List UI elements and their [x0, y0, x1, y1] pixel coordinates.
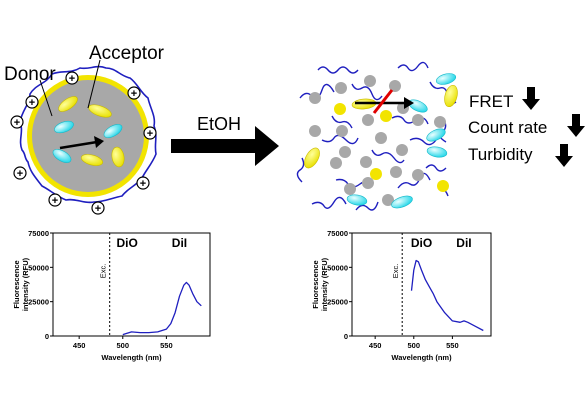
donor-dye [391, 195, 413, 209]
plot-frame [52, 232, 211, 337]
donor-pointer [39, 79, 53, 117]
plot-frame [351, 232, 492, 337]
excitation-label: Exc. [99, 264, 108, 279]
y-tick-label: 75000 [28, 229, 49, 238]
donor-dye [346, 194, 368, 206]
donor-dye [52, 149, 72, 163]
process-arrow [171, 126, 279, 166]
svg-text:+: + [147, 128, 153, 140]
decrease-arrow-icon [555, 144, 573, 167]
y-axis-label: intensity (RFU) [21, 257, 30, 311]
band-label: DiI [172, 236, 187, 250]
x-tick-label: 550 [446, 341, 459, 350]
svg-text:+: + [131, 88, 137, 100]
fret-arrowhead [404, 97, 414, 109]
surface-charges: + + + + + + + + + [10, 71, 157, 215]
positive-charge-icon: + [48, 193, 62, 207]
y-axis-label: intensity (RFU) [320, 257, 329, 311]
fret-arrow [59, 140, 98, 150]
positive-charge-icon: + [10, 115, 24, 129]
svg-text:+: + [14, 117, 20, 129]
donor-dye [426, 128, 446, 142]
y-tick-label: 0 [45, 332, 49, 341]
y-tick-label: 75000 [327, 229, 348, 238]
donor-dye [426, 146, 448, 158]
acceptor-dye [111, 146, 125, 168]
ethanol-label: EtOH [197, 114, 241, 134]
result-list: FRET Count rate Turbidity [468, 87, 585, 167]
x-tick-label: 450 [369, 341, 382, 350]
svg-text:+: + [52, 195, 58, 207]
x-axis-label: Wavelength (nm) [101, 353, 162, 362]
positive-charge-icon: + [13, 166, 27, 180]
acceptor-pointer [87, 59, 101, 109]
x-tick-label: 500 [408, 341, 421, 350]
x-tick-label: 450 [73, 341, 86, 350]
positive-charge-icon: + [91, 201, 105, 215]
y-axis-label: Fluorescence [311, 260, 320, 308]
band-label: DiO [116, 236, 137, 250]
y-tick-label: 50000 [327, 263, 348, 272]
svg-text:+: + [95, 203, 101, 215]
positive-charge-icon: + [25, 95, 39, 109]
y-tick-label: 50000 [28, 263, 49, 272]
svg-text:+: + [29, 97, 35, 109]
y-tick-label: 25000 [327, 298, 348, 307]
y-tick-label: 25000 [28, 298, 49, 307]
fret-label: FRET [469, 92, 513, 111]
donor-label: Donor [4, 64, 56, 85]
svg-text:+: + [140, 178, 146, 190]
spectrum-before-chart: 0 25000 50000 75000 450 500 550 Wavelength (nm)… [12, 229, 211, 362]
positive-charge-icon: + [136, 176, 150, 190]
excitation-label: Exc. [391, 264, 400, 279]
positive-charge-icon: + [65, 71, 79, 85]
band-label: DiI [456, 236, 471, 250]
acceptor-dye [304, 147, 320, 169]
count-rate-label: Count rate [468, 118, 547, 137]
svg-text:+: + [69, 73, 75, 85]
spectrum-line [410, 259, 484, 332]
acceptor-dye [80, 154, 104, 166]
x-tick-label: 500 [117, 341, 130, 350]
fret-arrowhead [94, 136, 104, 148]
core-fragments [309, 75, 446, 206]
x-axis-label: Wavelength (nm) [391, 353, 452, 362]
shell-fragments [334, 103, 449, 192]
x-tick-label: 550 [160, 341, 173, 350]
donor-dye [408, 99, 428, 113]
donor-dye [435, 73, 457, 85]
donor-dye [54, 120, 74, 134]
donor-dye [103, 124, 123, 138]
particle-core [32, 80, 144, 192]
turbidity-label: Turbidity [468, 145, 533, 164]
acceptor-label: Acceptor [89, 43, 165, 64]
y-tick-label: 0 [344, 332, 348, 341]
disassembled-mixture [296, 61, 458, 211]
svg-text:+: + [17, 168, 23, 180]
spectrum-line [122, 281, 202, 336]
band-label: DiO [411, 236, 432, 250]
acceptor-dye [444, 84, 458, 108]
positive-charge-icon: + [127, 86, 141, 100]
nanoparticle-intact [19, 59, 157, 204]
decrease-arrow-icon [567, 114, 585, 137]
positive-charge-icon: + [143, 126, 157, 140]
spectrum-after-chart: 0 25000 50000 75000 450 500 550 Wavelength (nm)… [311, 229, 492, 362]
decrease-arrow-icon [522, 87, 540, 110]
y-axis-label: Fluorescence [12, 260, 21, 308]
fret-blocked-mark [372, 89, 394, 114]
acceptor-dye [58, 96, 78, 112]
